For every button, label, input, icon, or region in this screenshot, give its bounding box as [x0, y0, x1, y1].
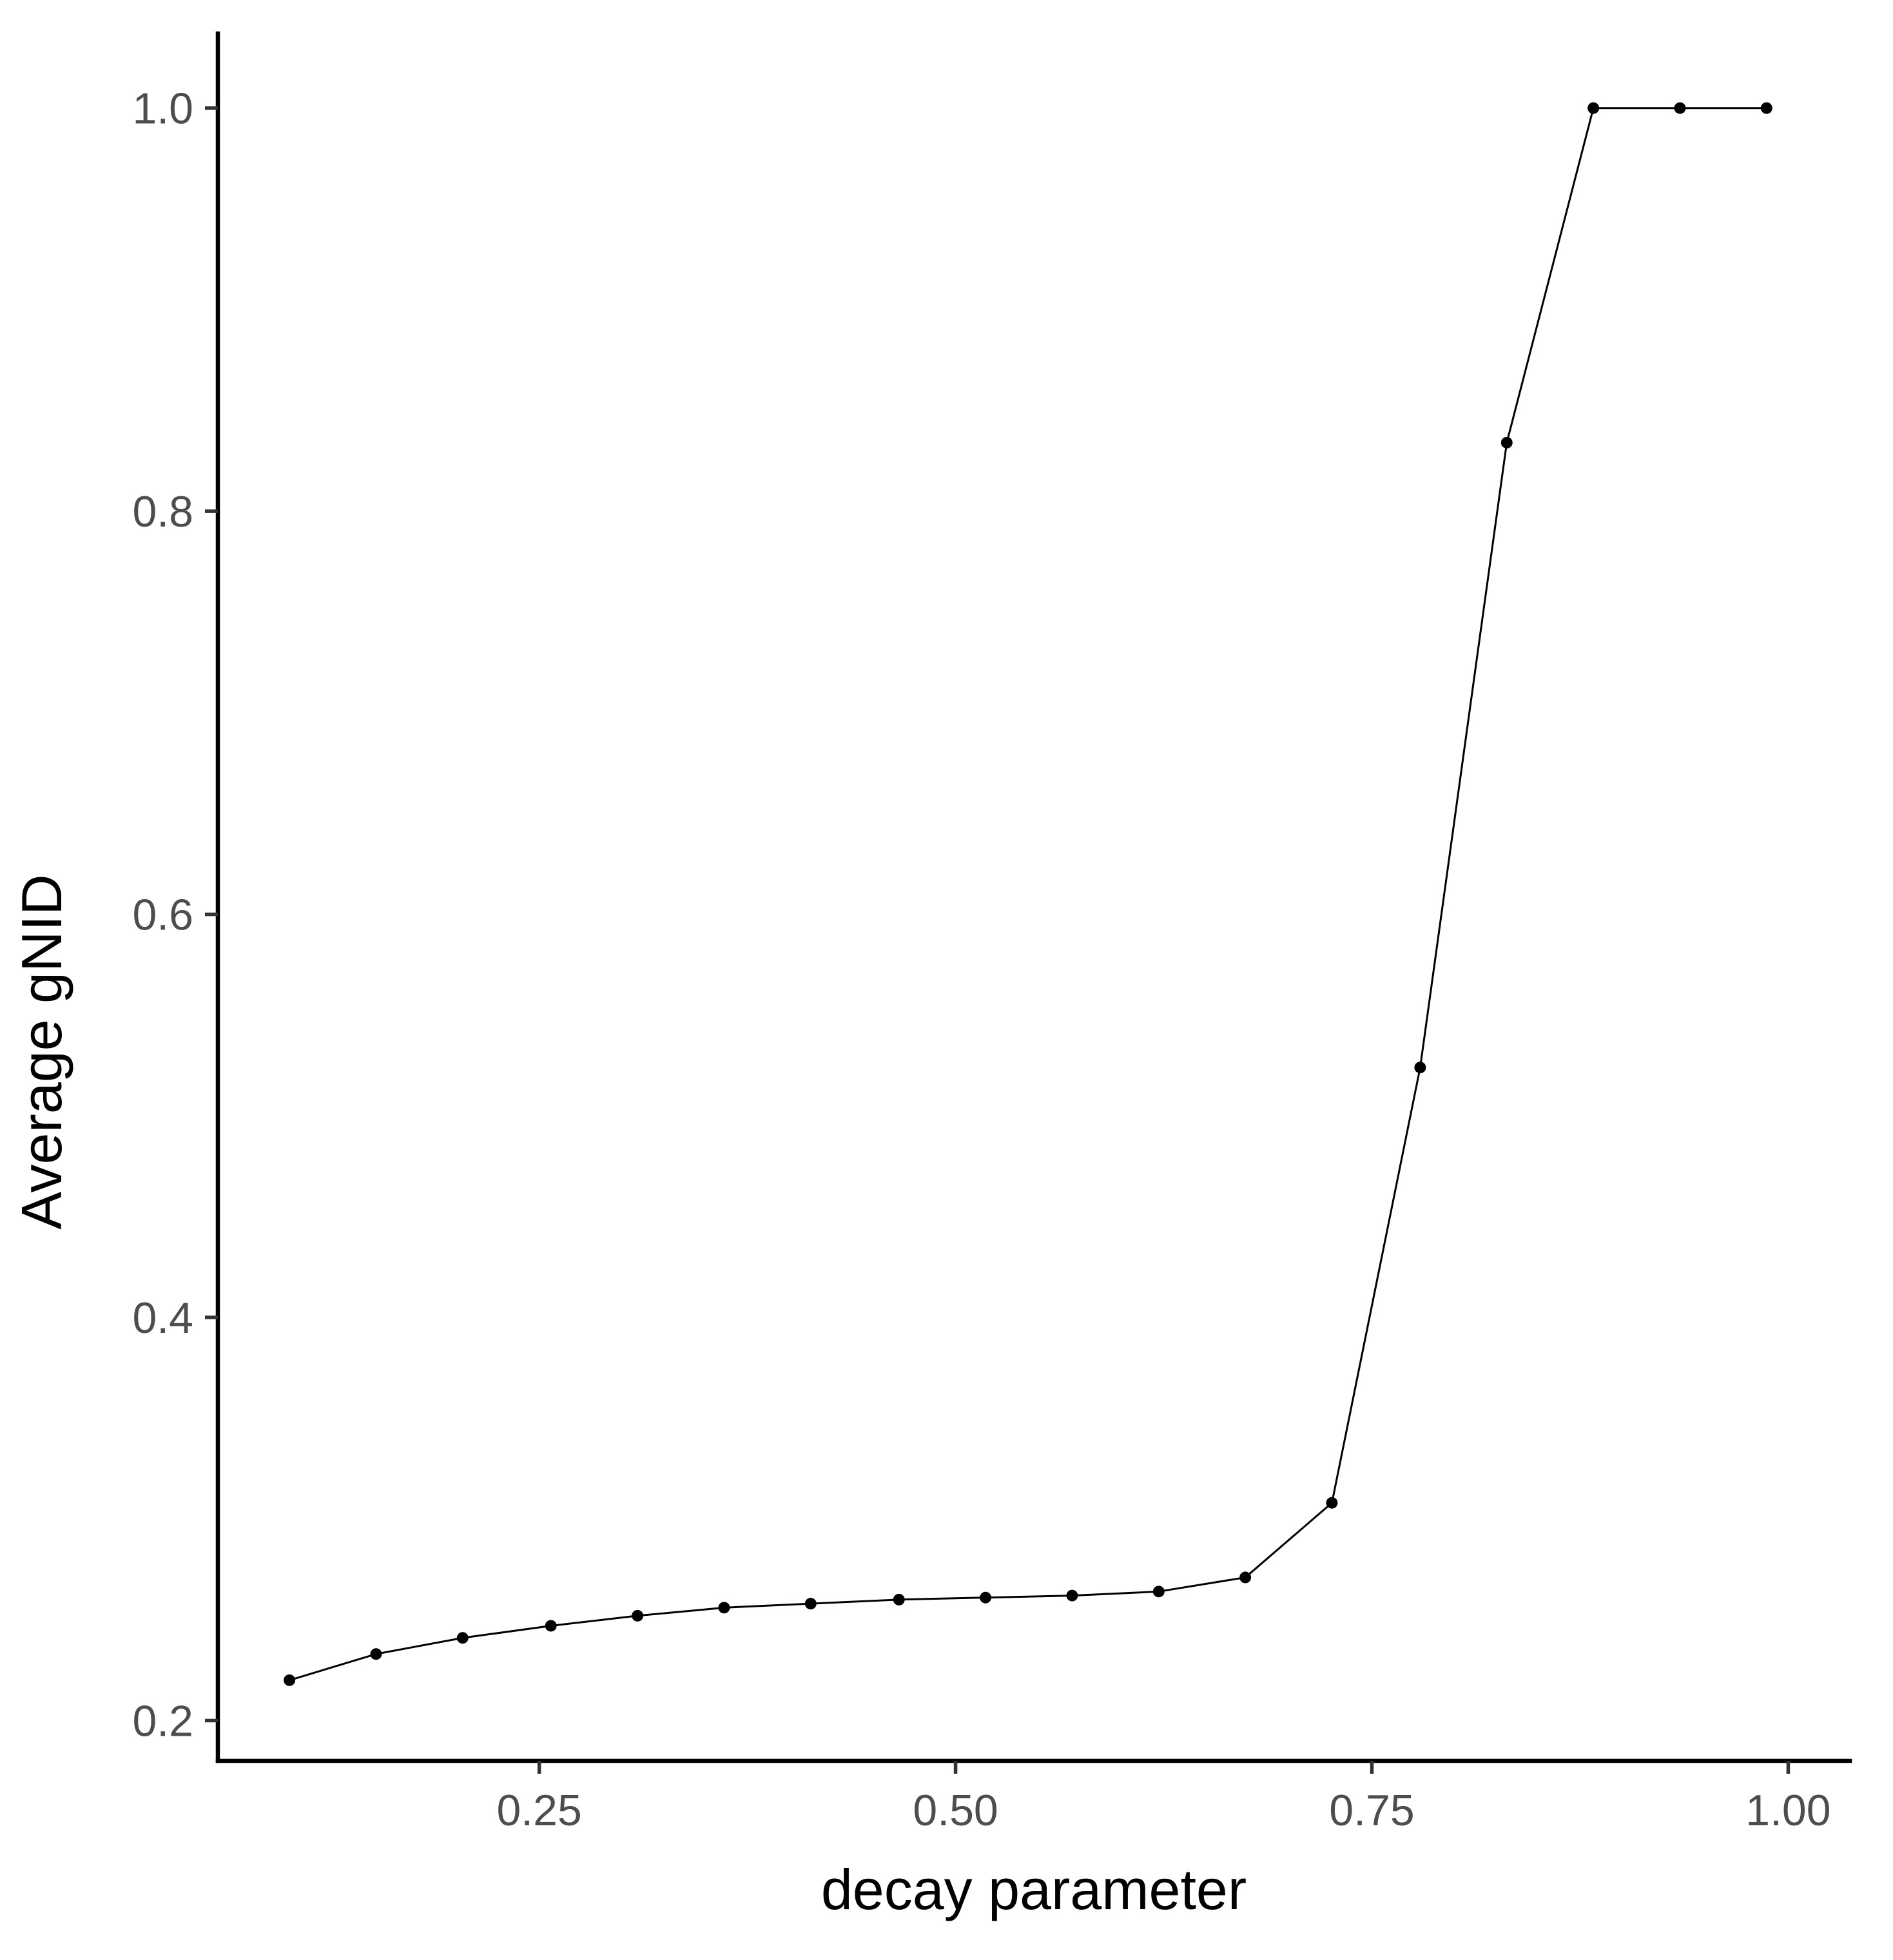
- data-point: [1500, 436, 1513, 449]
- data-point: [1414, 1062, 1426, 1074]
- data-point: [893, 1593, 905, 1606]
- x-tick-label: 1.00: [1745, 1786, 1830, 1835]
- x-tick-label: 0.75: [1329, 1786, 1414, 1835]
- x-ticks: 0.25 0.50 0.75 1.00: [496, 1761, 1831, 1835]
- x-tick-label: 0.50: [913, 1786, 998, 1835]
- y-tick-label: 1.0: [132, 84, 193, 133]
- plot-area: [284, 102, 1772, 1686]
- x-axis-title: decay parameter: [821, 1858, 1247, 1921]
- y-tick-label: 0.6: [132, 891, 193, 940]
- y-tick-label: 0.2: [132, 1696, 193, 1745]
- y-axis-title: Average gNID: [10, 874, 73, 1229]
- series-line: [289, 107, 1767, 1682]
- data-point: [1239, 1571, 1252, 1584]
- data-point: [1066, 1589, 1078, 1602]
- data-point: [1760, 102, 1772, 114]
- y-tick-label: 0.8: [132, 487, 193, 536]
- data-point: [718, 1602, 730, 1614]
- data-point: [545, 1620, 557, 1632]
- x-tick-label: 0.25: [496, 1786, 581, 1835]
- data-point: [370, 1648, 382, 1660]
- data-points: [284, 102, 1772, 1686]
- data-point: [1587, 102, 1600, 114]
- data-point: [284, 1674, 296, 1686]
- data-point: [632, 1609, 644, 1622]
- data-point: [456, 1632, 469, 1644]
- data-point: [1152, 1586, 1165, 1598]
- y-tick-label: 0.4: [132, 1294, 193, 1343]
- y-ticks: 0.2 0.4 0.6 0.8 1.0: [132, 84, 218, 1745]
- data-point: [1326, 1497, 1338, 1509]
- data-point: [980, 1591, 992, 1604]
- data-point: [804, 1598, 817, 1610]
- data-point: [1674, 102, 1686, 114]
